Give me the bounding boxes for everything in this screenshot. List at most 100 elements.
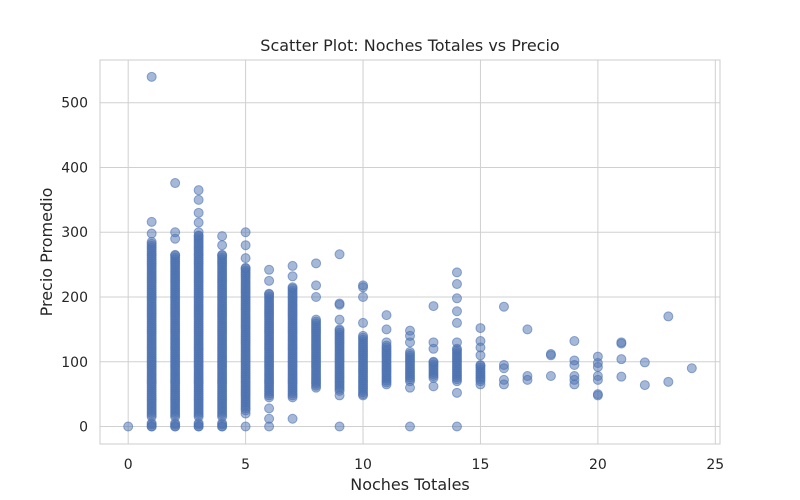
data-point — [428, 301, 439, 312]
x-tick-label: 25 — [706, 457, 724, 473]
data-point — [193, 421, 204, 432]
data-point — [451, 267, 462, 278]
x-tick-label: 10 — [354, 457, 372, 473]
data-point — [592, 371, 603, 382]
data-point — [217, 421, 228, 432]
data-point — [193, 227, 204, 238]
data-point — [475, 379, 486, 390]
x-tick-label: 5 — [241, 457, 250, 473]
data-point — [592, 351, 603, 362]
data-point — [217, 240, 228, 251]
data-point — [193, 185, 204, 196]
data-point — [170, 421, 181, 432]
chart-title: Scatter Plot: Noches Totales vs Precio — [260, 36, 559, 55]
data-point — [287, 271, 298, 282]
data-point — [475, 359, 486, 370]
plot-frame — [99, 59, 721, 445]
data-point — [240, 262, 251, 273]
data-point — [451, 421, 462, 432]
data-point — [358, 280, 369, 291]
data-point — [287, 413, 298, 424]
data-point — [146, 236, 157, 247]
data-point — [498, 359, 509, 370]
data-point — [663, 376, 674, 387]
y-tick-label: 200 — [61, 290, 88, 306]
data-point — [451, 317, 462, 328]
data-point — [217, 231, 228, 242]
data-point — [475, 336, 486, 347]
data-point — [240, 227, 251, 238]
data-point — [686, 363, 697, 374]
data-point — [428, 337, 439, 348]
data-point — [616, 337, 627, 348]
data-point — [358, 330, 369, 341]
data-point — [240, 408, 251, 419]
data-point — [311, 314, 322, 325]
data-point — [451, 279, 462, 290]
x-tick-label: 20 — [589, 457, 607, 473]
y-tick-label: 100 — [61, 355, 88, 371]
data-point — [522, 324, 533, 335]
data-point — [616, 371, 627, 382]
data-point — [639, 357, 650, 368]
x-tick-label: 15 — [472, 457, 490, 473]
data-point — [334, 314, 345, 325]
data-point — [569, 371, 580, 382]
data-point — [545, 348, 556, 359]
data-point — [170, 178, 181, 189]
y-axis-label: Precio Promedio — [37, 188, 56, 317]
data-point — [616, 354, 627, 365]
data-point — [405, 325, 415, 336]
data-point — [381, 337, 392, 348]
data-point — [451, 306, 462, 317]
data-point — [264, 413, 275, 424]
data-point — [358, 317, 369, 328]
data-point — [334, 421, 345, 432]
data-point — [170, 249, 181, 260]
data-point — [146, 421, 157, 432]
data-point — [498, 374, 509, 385]
data-point — [451, 387, 462, 398]
data-point — [428, 356, 439, 367]
data-point — [287, 260, 298, 271]
data-point — [170, 227, 181, 238]
data-point — [334, 249, 345, 260]
data-point — [193, 194, 204, 205]
data-point — [569, 336, 580, 347]
data-point — [123, 421, 134, 432]
data-point — [146, 71, 157, 82]
y-tick-label: 400 — [61, 160, 88, 176]
data-point — [358, 292, 369, 303]
data-point — [475, 323, 486, 334]
data-point — [334, 324, 345, 335]
data-point — [405, 421, 415, 432]
y-tick-label: 0 — [79, 420, 88, 436]
data-point — [264, 264, 275, 275]
tick-labels: 0 5 10 15 20 25 0 100 200 300 400 500 — [61, 96, 724, 473]
data-points — [123, 71, 697, 432]
data-point — [334, 298, 345, 309]
data-point — [264, 275, 275, 286]
data-point — [498, 301, 509, 312]
data-point — [639, 380, 650, 391]
data-point — [240, 253, 251, 264]
data-point — [193, 207, 204, 218]
data-point — [311, 280, 322, 291]
data-point — [592, 389, 603, 400]
data-point — [264, 288, 275, 299]
data-point — [146, 216, 157, 227]
data-point — [405, 347, 415, 358]
data-point — [217, 249, 228, 260]
data-point — [358, 390, 369, 401]
data-point — [663, 311, 674, 322]
data-point — [451, 337, 462, 348]
data-point — [334, 390, 345, 401]
data-point — [240, 421, 251, 432]
data-point — [240, 240, 251, 251]
data-point — [545, 371, 556, 382]
y-tick-label: 500 — [61, 96, 88, 112]
data-point — [146, 228, 157, 239]
data-point — [522, 371, 533, 382]
data-point — [451, 293, 462, 304]
